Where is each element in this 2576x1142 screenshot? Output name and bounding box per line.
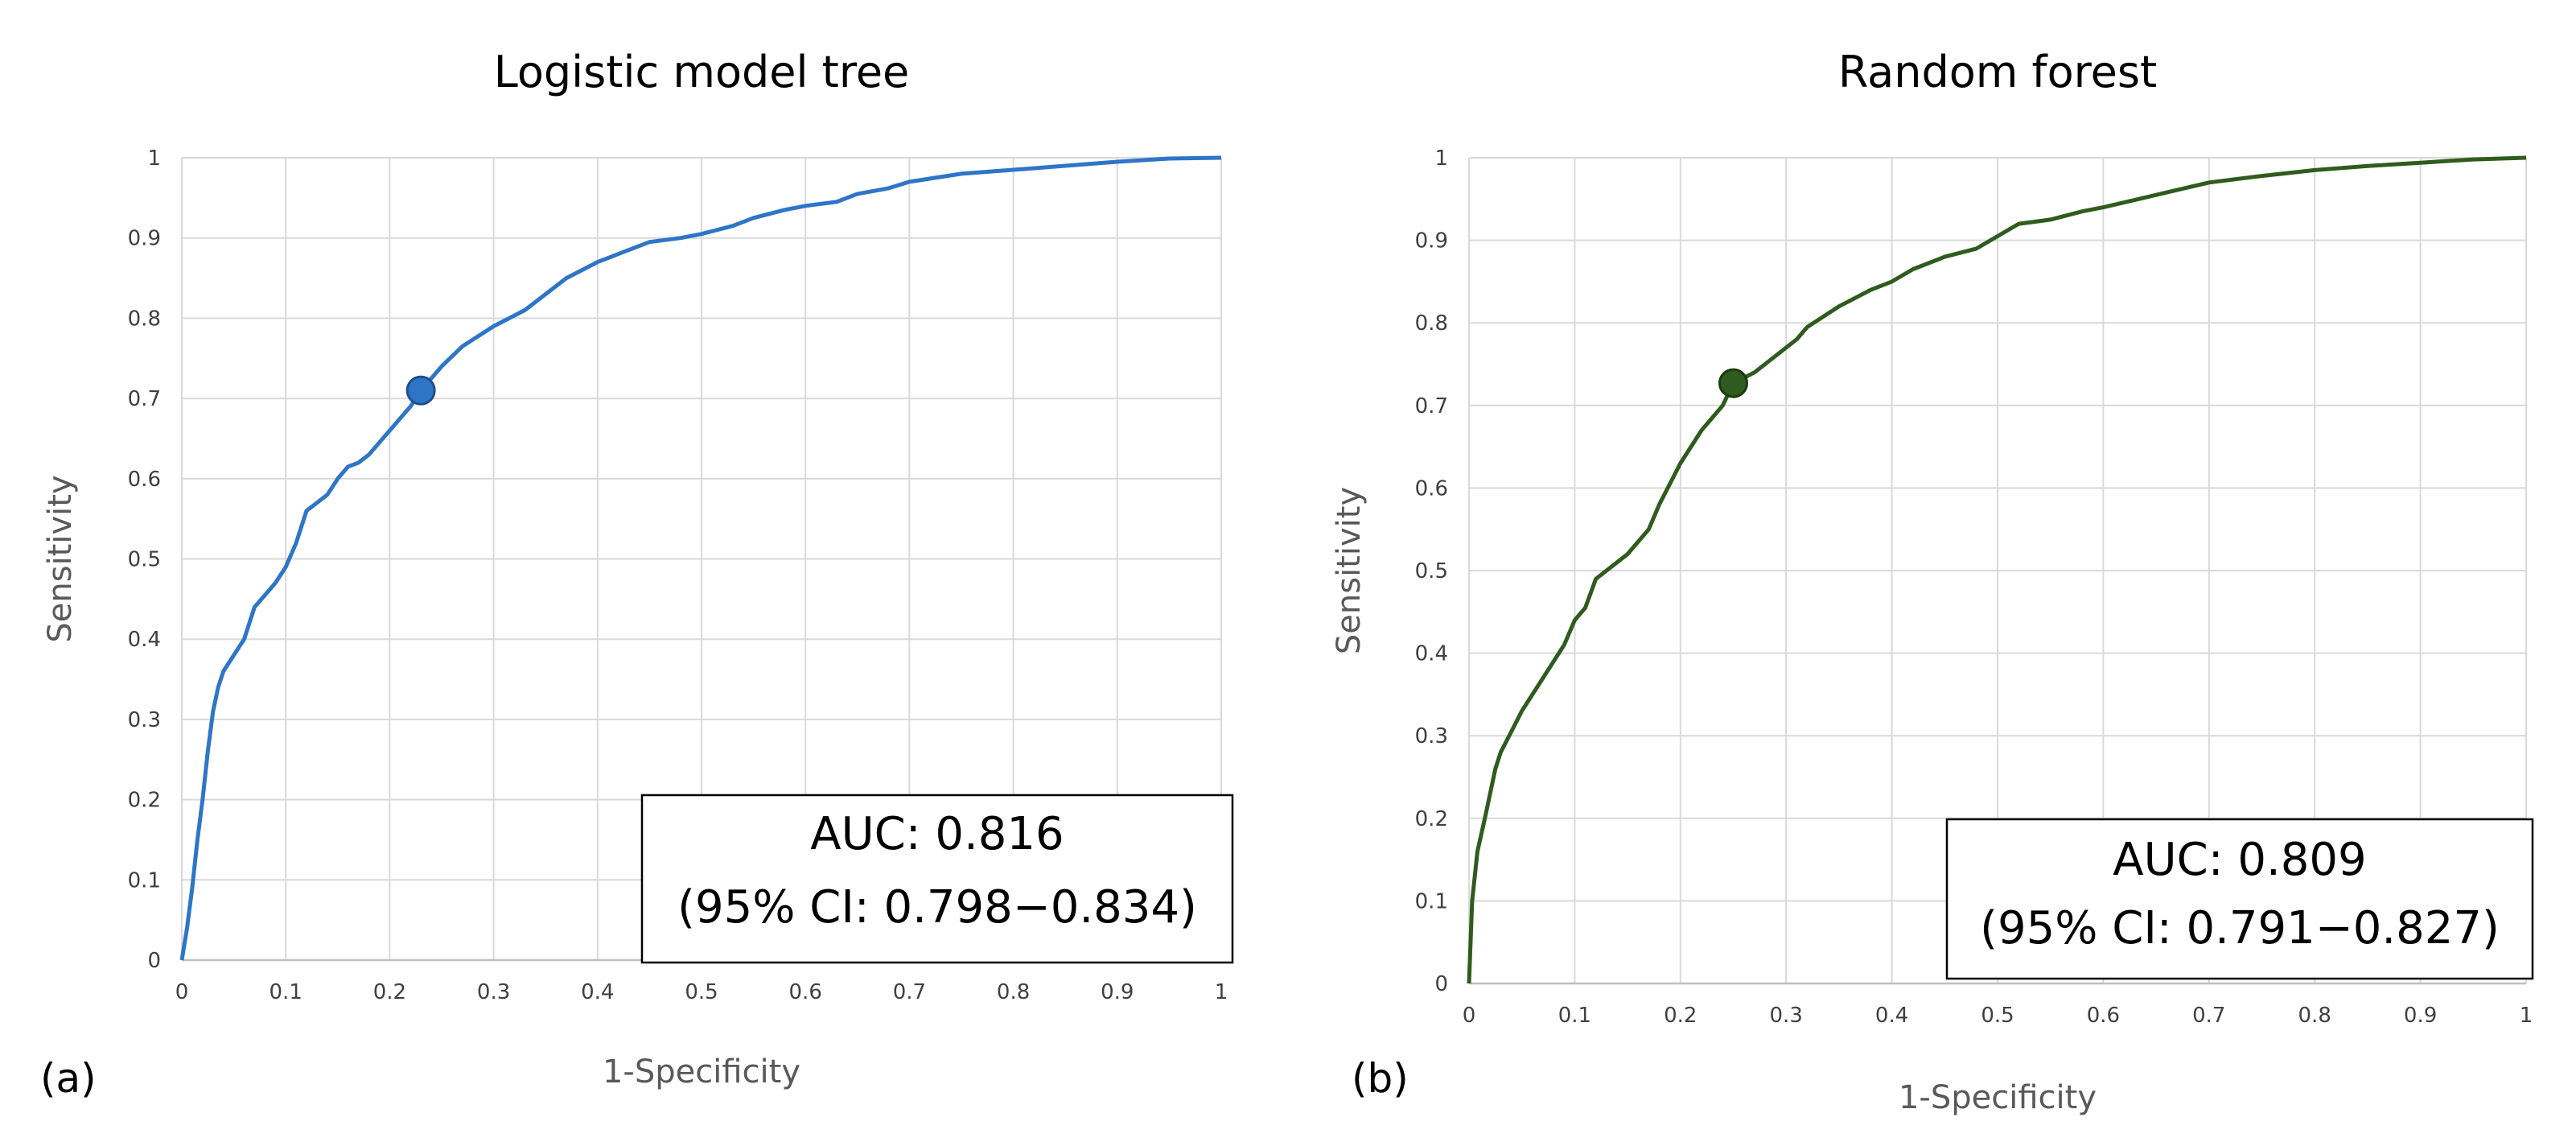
y-tick-label: 0.6 bbox=[1415, 476, 1448, 501]
auc-value-text: AUC: 0.809 bbox=[2113, 834, 2366, 886]
x-tick-label: 0.8 bbox=[997, 980, 1030, 1004]
chart-title: Logistic model tree bbox=[494, 47, 910, 97]
y-tick-label: 0.6 bbox=[128, 468, 161, 492]
x-axis-label: 1-Specificity bbox=[603, 1053, 800, 1090]
y-tick-label: 0 bbox=[147, 949, 161, 973]
panel-label: (a) bbox=[40, 1055, 97, 1102]
x-tick-label: 0 bbox=[175, 980, 189, 1004]
y-tick-label: 0.2 bbox=[128, 789, 161, 813]
x-tick-label: 1 bbox=[1215, 980, 1228, 1004]
y-tick-label: 0.1 bbox=[1415, 889, 1448, 913]
auc-ci-text: (95% CI: 0.791−0.827) bbox=[1980, 902, 2500, 954]
optimal-cutoff-point bbox=[405, 375, 436, 406]
x-tick-label: 0.7 bbox=[2192, 1004, 2225, 1028]
y-tick-label: 0.3 bbox=[128, 708, 161, 732]
y-tick-label: 0 bbox=[1434, 972, 1448, 996]
x-tick-label: 1 bbox=[2520, 1004, 2533, 1028]
y-tick-label: 0.8 bbox=[128, 307, 161, 331]
y-tick-label: 1 bbox=[1434, 146, 1448, 171]
x-tick-label: 0.7 bbox=[893, 980, 926, 1004]
x-tick-label: 0.8 bbox=[2298, 1004, 2331, 1028]
x-tick-labels: 0 0.1 0.2 0.3 0.4 0.5 0.6 0.7 0.8 0.9 1 bbox=[1463, 1004, 2533, 1028]
y-tick-label: 0.5 bbox=[128, 548, 161, 572]
y-axis-label: Sensitivity bbox=[42, 475, 79, 642]
auc-box-border bbox=[1945, 818, 2534, 980]
auc-value-text: AUC: 0.816 bbox=[810, 808, 1064, 860]
x-tick-label: 0.5 bbox=[1981, 1004, 2014, 1028]
y-tick-label: 0.5 bbox=[1415, 559, 1448, 583]
auc-box-border bbox=[640, 794, 1234, 964]
y-tick-label: 0.3 bbox=[1415, 724, 1448, 748]
x-tick-label: 0.6 bbox=[2087, 1004, 2120, 1028]
x-tick-label: 0.1 bbox=[270, 980, 302, 1004]
y-tick-label: 0.4 bbox=[1415, 642, 1448, 666]
panel-label: (b) bbox=[1352, 1055, 1409, 1102]
roc-panel-logistic-model-tree: Logistic model tree 0 0.1 0.2 0.3 0.4 0.5 0.6 0… bbox=[40, 47, 1234, 1102]
y-tick-label: 0.8 bbox=[1415, 311, 1448, 336]
x-tick-label: 0.2 bbox=[373, 980, 406, 1004]
y-tick-label: 0.9 bbox=[1415, 229, 1448, 254]
x-tick-label: 0.3 bbox=[1770, 1004, 1803, 1028]
y-tick-label: 0.7 bbox=[128, 387, 161, 411]
x-tick-label: 0.5 bbox=[685, 980, 718, 1004]
roc-panel-random-forest: Random forest 0 0.1 0.2 0.3 0.4 0.5 0.6 0.7 0.8 0… bbox=[1331, 47, 2534, 1116]
y-tick-label: 0.9 bbox=[128, 227, 161, 251]
y-tick-label: 1 bbox=[147, 146, 161, 171]
x-tick-label: 0.4 bbox=[1875, 1004, 1908, 1028]
x-tick-label: 0 bbox=[1463, 1004, 1476, 1028]
roc-curve bbox=[1467, 155, 2527, 984]
x-tick-label: 0.2 bbox=[1664, 1004, 1697, 1028]
auc-annotation-box: AUC: 0.809 (95% CI: 0.791−0.827) bbox=[1945, 818, 2534, 980]
y-tick-labels: 0 0.1 0.2 0.3 0.4 0.5 0.6 0.7 0.8 0.9 1 bbox=[1415, 146, 1448, 996]
y-tick-labels: 0 0.1 0.2 0.3 0.4 0.5 0.6 0.7 0.8 0.9 1 bbox=[128, 146, 161, 973]
roc-curve bbox=[179, 155, 1222, 961]
x-tick-label: 0.9 bbox=[2404, 1004, 2437, 1028]
y-tick-label: 0.1 bbox=[128, 868, 161, 893]
y-tick-label: 0.7 bbox=[1415, 394, 1448, 418]
x-tick-label: 0.1 bbox=[1558, 1004, 1591, 1028]
x-tick-label: 0.9 bbox=[1101, 980, 1134, 1004]
auc-ci-text: (95% CI: 0.798−0.834) bbox=[677, 881, 1197, 934]
x-tick-labels: 0 0.1 0.2 0.3 0.4 0.5 0.6 0.7 0.8 0.9 1 bbox=[175, 980, 1228, 1004]
y-tick-label: 0.2 bbox=[1415, 807, 1448, 831]
y-tick-label: 0.4 bbox=[128, 628, 161, 652]
auc-annotation-box: AUC: 0.816 (95% CI: 0.798−0.834) bbox=[640, 794, 1234, 964]
chart-title: Random forest bbox=[1838, 47, 2157, 97]
y-axis-label: Sensitivity bbox=[1331, 487, 1368, 654]
x-tick-label: 0.3 bbox=[477, 980, 510, 1004]
x-axis-label: 1-Specificity bbox=[1899, 1079, 2097, 1116]
x-tick-label: 0.4 bbox=[581, 980, 614, 1004]
x-tick-label: 0.6 bbox=[789, 980, 822, 1004]
optimal-cutoff-point bbox=[1718, 368, 1748, 398]
